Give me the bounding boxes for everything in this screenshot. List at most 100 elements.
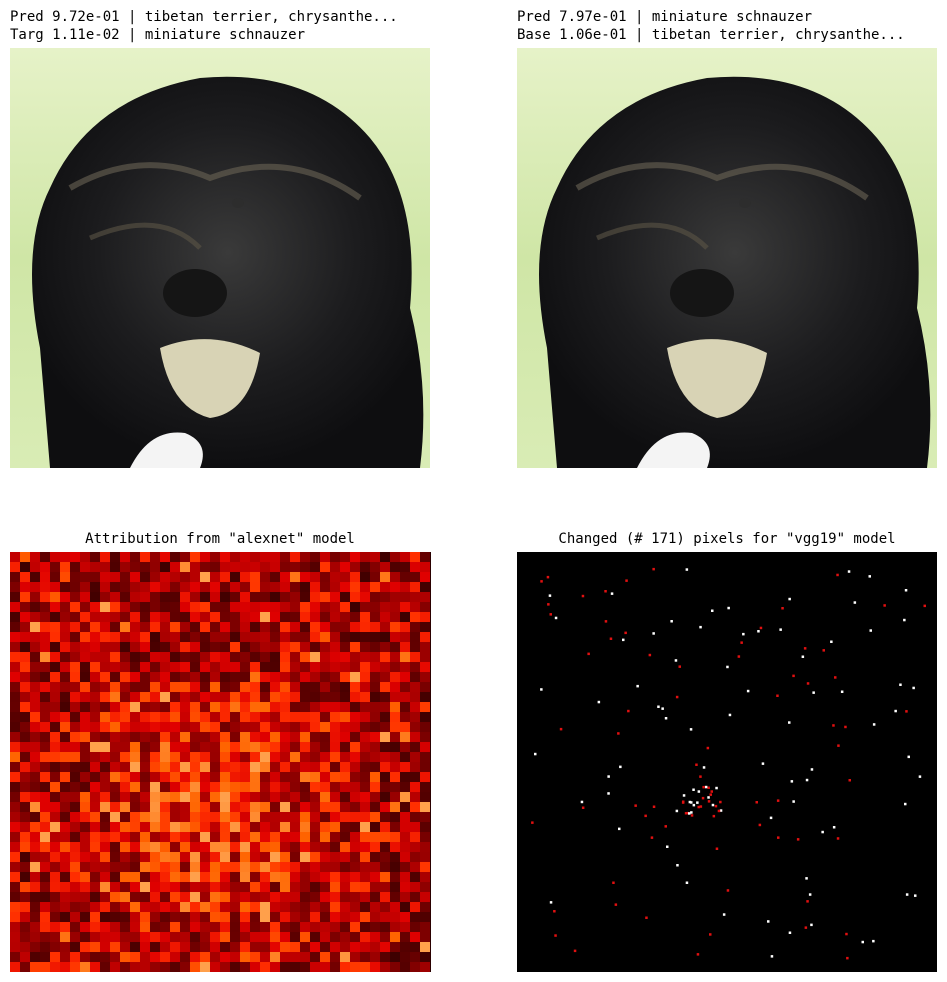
heatmap-cell (260, 672, 270, 682)
heatmap-cell (370, 962, 380, 972)
heatmap-cell (250, 822, 260, 832)
heatmap-cell (20, 632, 30, 642)
changed-pixel (587, 652, 590, 656)
heatmap-cell (270, 672, 280, 682)
heatmap-cell (400, 562, 410, 572)
heatmap-cell (340, 772, 350, 782)
heatmap-cell (310, 702, 320, 712)
heatmap-cell (80, 882, 90, 892)
heatmap-cell (10, 572, 20, 582)
heatmap-cell (260, 662, 270, 672)
heatmap-cell (110, 852, 120, 862)
heatmap-cell (240, 802, 250, 812)
heatmap-cell (330, 672, 340, 682)
heatmap-cell (390, 642, 400, 652)
heatmap-cell (410, 592, 420, 602)
heatmap-cell (270, 902, 280, 912)
heatmap-cell (360, 782, 370, 792)
heatmap-cell (70, 752, 80, 762)
heatmap-cell (70, 772, 80, 782)
heatmap-cell (170, 572, 180, 582)
heatmap-cell (300, 592, 310, 602)
heatmap-cell (110, 562, 120, 572)
heatmap-cell (240, 762, 250, 772)
heatmap-cell (210, 552, 220, 562)
heatmap-cell (40, 562, 50, 572)
heatmap-cell (90, 552, 100, 562)
heatmap-cell (320, 782, 330, 792)
changed-pixel (844, 725, 847, 729)
heatmap-cell (230, 932, 240, 942)
changed-pixel (652, 805, 656, 808)
heatmap-cell (190, 832, 200, 842)
changed-pixel (905, 710, 908, 713)
heatmap-cell (260, 572, 270, 582)
heatmap-cell (140, 592, 150, 602)
heatmap-cell (140, 822, 150, 832)
changed-pixel (810, 923, 813, 927)
heatmap-cell (30, 882, 40, 892)
heatmap-cell (160, 672, 170, 682)
heatmap-cell (390, 612, 400, 622)
heatmap-cell (230, 612, 240, 622)
heatmap-cell (200, 702, 210, 712)
heatmap-cell (240, 962, 250, 972)
heatmap-cell (370, 692, 380, 702)
heatmap-cell (160, 942, 170, 952)
heatmap-cell (420, 932, 430, 942)
heatmap-cell (10, 902, 20, 912)
heatmap-cell (420, 872, 430, 882)
heatmap-cell (390, 652, 400, 662)
heatmap-cell (350, 732, 360, 742)
heatmap-cell (150, 662, 160, 672)
heatmap-cell (340, 582, 350, 592)
changed-pixel (666, 845, 669, 848)
changed-pixel (907, 755, 910, 759)
heatmap-cell (380, 702, 390, 712)
heatmap-cell (10, 852, 20, 862)
heatmap-cell (360, 642, 370, 652)
heatmap-cell (10, 962, 20, 972)
heatmap-cell (310, 932, 320, 942)
heatmap-cell (150, 692, 160, 702)
heatmap-cell (350, 892, 360, 902)
heatmap-cell (260, 872, 270, 882)
heatmap-cell (270, 692, 280, 702)
heatmap-cell (100, 862, 110, 872)
heatmap-cell (250, 592, 260, 602)
heatmap-cell (270, 962, 280, 972)
heatmap-cell (50, 902, 60, 912)
heatmap-cell (150, 682, 160, 692)
heatmap-cell (290, 882, 300, 892)
heatmap-cell (130, 752, 140, 762)
heatmap-cell (110, 712, 120, 722)
heatmap-cell (290, 892, 300, 902)
heatmap-cell (20, 792, 30, 802)
heatmap-cell (300, 582, 310, 592)
changed-pixel (707, 800, 711, 803)
heatmap-cell (400, 842, 410, 852)
heatmap-cell (320, 942, 330, 952)
heatmap-cell (310, 892, 320, 902)
heatmap-cell (160, 572, 170, 582)
heatmap-cell (110, 632, 120, 642)
heatmap-cell (100, 802, 110, 812)
heatmap-cell (100, 812, 110, 822)
heatmap-cell (180, 722, 190, 732)
heatmap-cell (130, 882, 140, 892)
heatmap-cell (100, 682, 110, 692)
heatmap-cell (320, 752, 330, 762)
heatmap-cell (70, 602, 80, 612)
heatmap-cell (420, 892, 430, 902)
changed-pixel (804, 926, 808, 929)
heatmap-cell (90, 682, 100, 692)
heatmap-cell (20, 942, 30, 952)
heatmap-cell (380, 732, 390, 742)
heatmap-cell (280, 662, 290, 672)
heatmap-cell (250, 722, 260, 732)
heatmap-cell (160, 952, 170, 962)
heatmap-cell (210, 632, 220, 642)
heatmap-cell (140, 852, 150, 862)
heatmap-cell (350, 762, 360, 772)
changed-pixel (837, 744, 840, 747)
